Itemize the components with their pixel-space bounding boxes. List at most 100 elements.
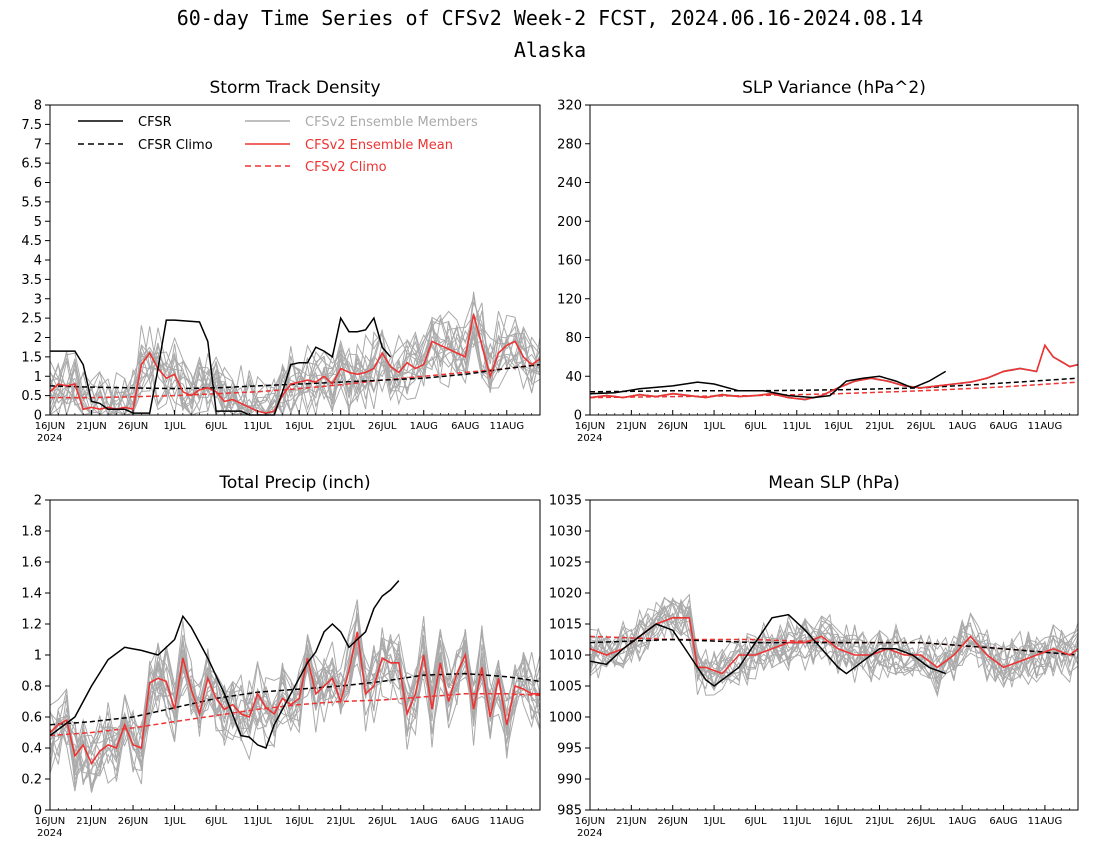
cfsr-climo-line <box>589 377 1079 393</box>
legend-label-ens-mean: CFSv2 Ensemble Mean <box>305 138 453 153</box>
x-tick-label: 16JUL <box>285 421 314 432</box>
cfsv2-climo-line <box>49 693 541 737</box>
storm-track-density-chart: Storm Track Density 0 0.5 1 1.5 2 2.5 3 3.5 4 4.5 5… <box>21 78 541 444</box>
y-tick-label: 1.2 <box>21 618 42 633</box>
y-tick-label: 1000 <box>549 711 582 726</box>
ensemble-member-line <box>589 606 1079 685</box>
x-year-label: 2024 <box>577 433 602 444</box>
y-tick-label: 995 <box>557 742 582 757</box>
y-tick-label: 1.8 <box>21 525 42 540</box>
page-subtitle: Alaska <box>513 38 587 62</box>
y-tick-label: 1.4 <box>21 587 42 602</box>
y-tick-label: 1025 <box>549 556 582 571</box>
y-tick-label: 8 <box>34 99 42 114</box>
x-tick-label: 26JUN <box>657 816 687 827</box>
ens-mean-line <box>589 343 1079 401</box>
x-tick-label: 16JUL <box>285 816 314 827</box>
y-tick-label: 990 <box>557 773 582 788</box>
ensemble-member-line <box>49 310 541 416</box>
ensemble-member-line <box>589 598 1079 685</box>
x-tick-label: 21JUL <box>326 816 355 827</box>
x-tick-label: 21JUN <box>76 816 106 827</box>
x-tick-label: 6JUL <box>205 421 228 432</box>
y-tick-label: 5 <box>34 215 42 230</box>
storm-track-density-title: Storm Track Density <box>209 78 380 98</box>
y-tick-label: 0 <box>34 409 42 424</box>
x-tick-label: 1JUL <box>163 816 186 827</box>
x-tick-label: 11AUG <box>1028 421 1063 432</box>
y-tick-label: 3.5 <box>21 273 42 288</box>
x-tick-label: 1AUG <box>410 421 438 432</box>
x-tick-label: 26JUN <box>657 421 687 432</box>
x-tick-label: 11AUG <box>1028 816 1063 827</box>
x-tick-label: 21JUL <box>865 816 894 827</box>
x-tick-label: 11AUG <box>489 816 524 827</box>
slp-variance-chart: SLP Variance (hPa^2) 0 40 80 120 160 200 240 280… <box>557 78 1079 444</box>
x-tick-label: 1JUL <box>163 421 186 432</box>
cfsr-climo-line <box>49 672 541 726</box>
cfsr-climo-line <box>49 363 541 390</box>
x-year-label: 2024 <box>37 433 62 444</box>
y-tick-label: 7 <box>34 137 42 152</box>
y-tick-label: 2.5 <box>21 312 42 327</box>
x-tick-label: 11JUL <box>782 816 811 827</box>
ensemble-member-line <box>49 641 541 777</box>
legend-label-cfsr: CFSR <box>138 115 172 130</box>
y-tick-label: 4.5 <box>21 234 42 249</box>
cfsr-line <box>589 370 947 399</box>
y-tick-label: 1015 <box>549 618 582 633</box>
y-tick-label: 1.5 <box>21 350 42 365</box>
y-tick-label: 2 <box>34 331 42 346</box>
x-tick-label: 16JUN <box>575 816 605 827</box>
y-tick-label: 1020 <box>549 587 582 602</box>
total-precip-title: Total Precip (inch) <box>218 473 370 493</box>
y-tick-label: 280 <box>557 137 582 152</box>
x-tick-label: 21JUN <box>616 421 646 432</box>
ens-mean-line <box>589 616 1079 675</box>
x-year-label: 2024 <box>577 828 602 839</box>
x-tick-label: 1JUL <box>703 421 726 432</box>
y-tick-label: 0.4 <box>21 742 42 757</box>
x-tick-label: 26JUN <box>118 421 148 432</box>
y-tick-label: 0.8 <box>21 680 42 695</box>
mean-slp-chart: Mean SLP (hPa) 985 990 995 1000 1005 1010 1015 1… <box>549 473 1079 839</box>
slp-variance-frame <box>589 104 1079 416</box>
y-tick-label: 6.5 <box>21 157 42 172</box>
ensemble-member-line <box>49 320 541 417</box>
x-tick-label: 6JUL <box>744 421 767 432</box>
x-tick-label: 26JUL <box>907 421 936 432</box>
x-tick-label: 11JUL <box>243 816 272 827</box>
x-tick-label: 21JUL <box>326 421 355 432</box>
y-tick-label: 2 <box>34 494 42 509</box>
total-precip-chart: Total Precip (inch) 0 0.2 0.4 0.6 0.8 1 1.2 1.4 1… <box>21 473 541 839</box>
ensemble-member-line <box>49 616 541 772</box>
y-tick-label: 200 <box>557 215 582 230</box>
y-tick-label: 160 <box>557 254 582 269</box>
y-tick-label: 1005 <box>549 680 582 695</box>
slp-variance-title: SLP Variance (hPa^2) <box>742 78 926 98</box>
x-tick-label: 21JUN <box>76 421 106 432</box>
x-tick-label: 21JUL <box>865 421 894 432</box>
cfsr-line <box>50 316 392 416</box>
x-tick-label: 21JUN <box>616 816 646 827</box>
x-tick-label: 1AUG <box>948 421 976 432</box>
x-tick-label: 1AUG <box>948 816 976 827</box>
x-tick-label: 11JUL <box>243 421 272 432</box>
cfsr-climo-line <box>589 638 1079 656</box>
y-tick-label: 0.2 <box>21 773 42 788</box>
cfsr-line <box>589 613 946 687</box>
y-tick-label: 0 <box>574 409 582 424</box>
y-tick-label: 1035 <box>549 494 582 509</box>
ensemble-member-line <box>589 593 1079 683</box>
x-tick-label: 16JUL <box>824 421 853 432</box>
x-tick-label: 16JUL <box>824 816 853 827</box>
y-tick-label: 40 <box>565 370 582 385</box>
y-tick-label: 985 <box>557 804 582 819</box>
x-tick-label: 6AUG <box>989 421 1017 432</box>
ensemble-member-line <box>49 314 541 417</box>
y-tick-label: 1 <box>34 370 42 385</box>
y-tick-label: 1010 <box>549 649 582 664</box>
y-tick-label: 0.6 <box>21 711 42 726</box>
cfsr-line <box>49 580 400 749</box>
